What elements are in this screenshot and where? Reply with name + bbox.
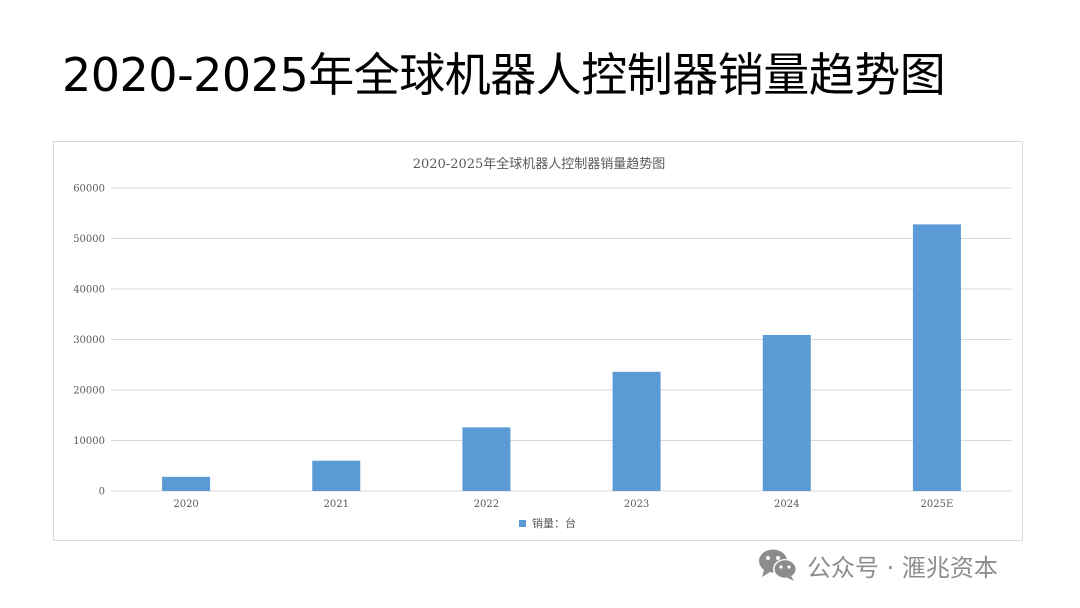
y-tick-label: 50000 — [73, 234, 105, 245]
x-tick-label: 2025E — [921, 499, 954, 510]
x-axis-ticks: 2020 2021 2022 2023 2024 2025E — [173, 499, 953, 510]
bar-chart: 2020-2025年全球机器人控制器销量趋势图 0 10000 20000 30000… — [73, 156, 1012, 530]
bar-2021 — [312, 460, 361, 491]
legend-label: 销量：台 — [532, 516, 576, 530]
x-tick-label: 2020 — [173, 499, 198, 510]
bar-2022 — [462, 427, 511, 491]
wechat-icon — [759, 549, 797, 581]
chart-frame: 2020-2025年全球机器人控制器销量趋势图 0 10000 20000 30000… — [53, 141, 1023, 541]
y-tick-label: 40000 — [73, 285, 105, 296]
watermark-text: 公众号 · 滙兆资本 — [807, 553, 998, 582]
x-tick-label: 2021 — [324, 499, 349, 510]
gridlines — [111, 187, 1012, 492]
y-tick-label: 60000 — [73, 184, 105, 195]
legend-swatch — [519, 520, 526, 527]
bar-2023 — [612, 371, 661, 491]
x-tick-label: 2022 — [474, 499, 499, 510]
bar-2025E — [912, 224, 961, 492]
y-axis-ticks: 0 10000 20000 30000 40000 50000 60000 — [73, 184, 105, 498]
chart-title: 2020-2025年全球机器人控制器销量趋势图 — [413, 156, 666, 172]
x-tick-label: 2023 — [624, 499, 649, 510]
y-tick-label: 0 — [99, 487, 105, 498]
watermark: 公众号 · 滙兆资本 — [757, 548, 998, 582]
slide-title: 2020-2025年全球机器人控制器销量趋势图 — [62, 48, 946, 102]
y-tick-label: 10000 — [73, 436, 105, 447]
bar-2024 — [762, 334, 811, 491]
bars — [162, 224, 961, 492]
y-tick-label: 30000 — [73, 335, 105, 346]
legend: 销量：台 — [519, 516, 576, 530]
y-tick-label: 20000 — [73, 386, 105, 397]
x-tick-label: 2024 — [774, 499, 799, 510]
bar-2020 — [162, 476, 211, 491]
